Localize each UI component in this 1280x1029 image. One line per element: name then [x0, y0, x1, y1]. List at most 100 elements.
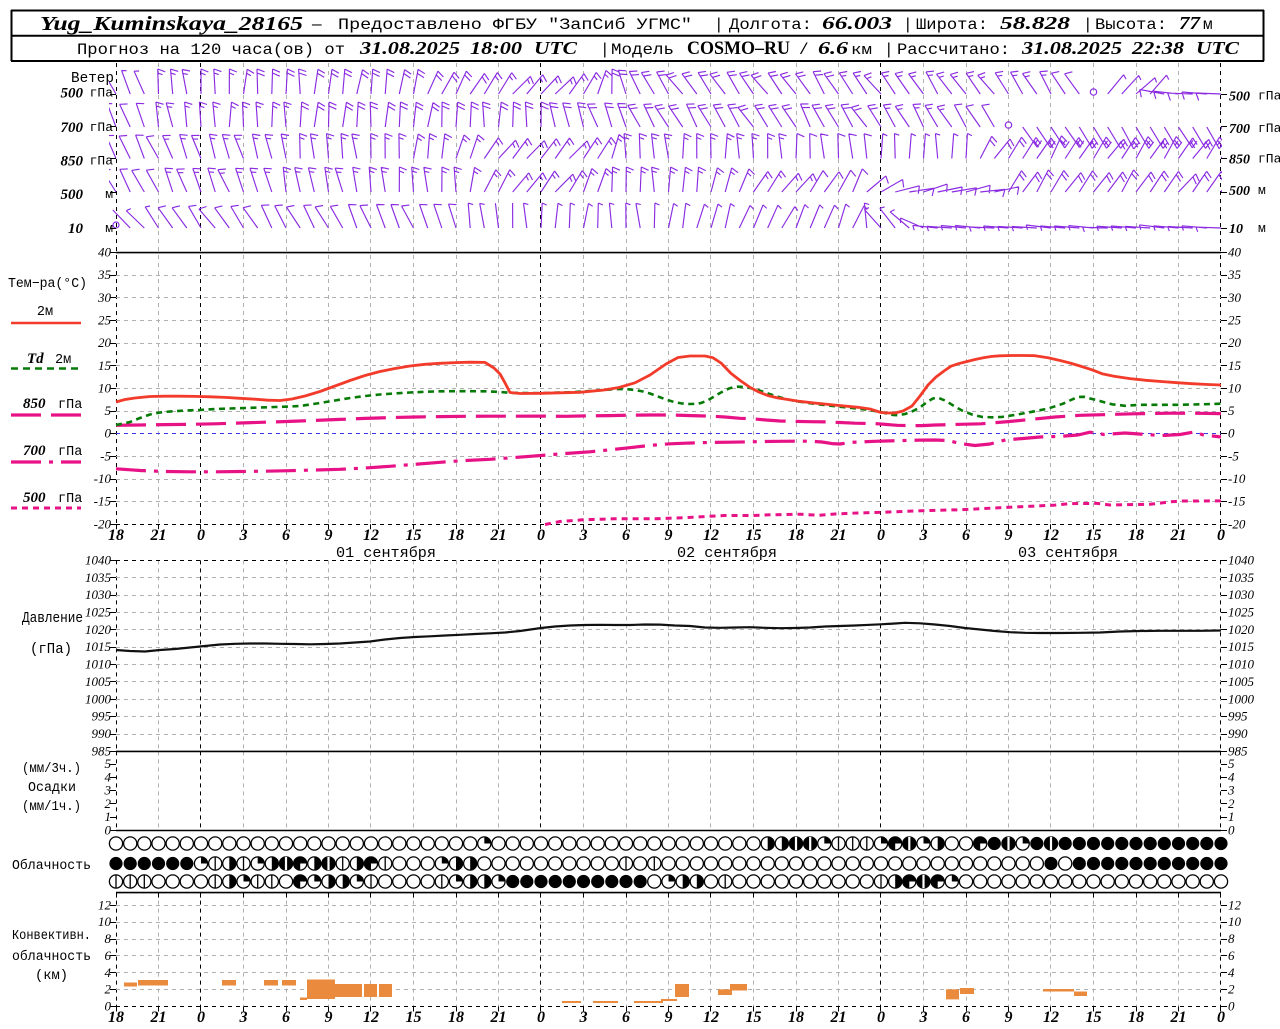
svg-text:(мм/1ч.): (мм/1ч.)	[22, 800, 81, 815]
svg-text:21: 21	[1170, 1009, 1187, 1024]
svg-text:995: 995	[1228, 709, 1248, 724]
svg-text:0: 0	[105, 426, 112, 441]
svg-text:4: 4	[105, 965, 112, 980]
svg-text:0: 0	[877, 1009, 885, 1024]
svg-text:гПа: гПа	[58, 398, 82, 413]
svg-text:5: 5	[1228, 403, 1235, 418]
svg-text:12: 12	[703, 527, 719, 544]
svg-text:22:38: 22:38	[1131, 38, 1184, 58]
svg-text:|: |	[714, 16, 724, 34]
svg-text:2м: 2м	[55, 353, 71, 368]
svg-text:1020: 1020	[1228, 622, 1255, 637]
svg-text:18: 18	[788, 1009, 804, 1024]
svg-text:гПа: гПа	[58, 492, 82, 507]
svg-text:500: 500	[1229, 184, 1250, 199]
svg-text:990: 990	[1228, 726, 1248, 741]
svg-text:1030: 1030	[85, 587, 112, 602]
svg-text:15: 15	[746, 527, 762, 544]
svg-text:(мм/3ч.): (мм/3ч.)	[22, 762, 81, 777]
svg-text:Конвективн.: Конвективн.	[12, 929, 91, 944]
svg-text:58.828: 58.828	[1000, 13, 1070, 33]
svg-text:15: 15	[406, 527, 422, 544]
svg-text:1005: 1005	[1228, 674, 1255, 689]
svg-text:2: 2	[1228, 796, 1235, 811]
svg-text:500: 500	[61, 187, 84, 203]
svg-text:25: 25	[1228, 313, 1242, 328]
svg-text:30: 30	[1227, 290, 1242, 305]
svg-text:700: 700	[1229, 122, 1250, 137]
svg-text:985: 985	[1228, 743, 1248, 758]
svg-text:5: 5	[1228, 756, 1235, 771]
svg-text:18: 18	[788, 527, 804, 544]
svg-text:UTC: UTC	[1196, 38, 1240, 58]
svg-text:1015: 1015	[1228, 639, 1255, 654]
svg-text:9: 9	[1005, 527, 1013, 544]
svg-text:Рассчитано:: Рассчитано:	[897, 41, 1010, 59]
svg-text:гПа: гПа	[1258, 121, 1280, 136]
svg-text:гПа: гПа	[1258, 89, 1280, 104]
svg-text:|: |	[903, 16, 913, 34]
svg-text:6.6: 6.6	[818, 38, 848, 58]
svg-text:-20: -20	[1228, 516, 1246, 531]
svg-text:10: 10	[1228, 380, 1242, 395]
svg-text:35: 35	[97, 267, 112, 282]
svg-text:9: 9	[325, 527, 333, 544]
svg-text:1025: 1025	[1228, 605, 1255, 620]
svg-text:-10: -10	[94, 471, 112, 486]
svg-text:03 сентября: 03 сентября	[1018, 545, 1118, 562]
svg-text:18: 18	[448, 527, 464, 544]
svg-text:8: 8	[105, 931, 112, 946]
svg-text:1: 1	[105, 809, 112, 824]
svg-text:Предоставлено ФГБУ "ЗапСиб УГМ: Предоставлено ФГБУ "ЗапСиб УГМС"	[338, 16, 692, 34]
svg-text:18: 18	[1128, 1009, 1144, 1024]
svg-text:0: 0	[537, 1009, 545, 1024]
svg-text:21: 21	[830, 527, 847, 544]
svg-text:0: 0	[1228, 823, 1235, 838]
svg-text:-5: -5	[1228, 448, 1239, 463]
svg-text:2: 2	[105, 796, 112, 811]
svg-text:3: 3	[579, 527, 588, 544]
svg-text:985: 985	[92, 743, 112, 758]
svg-text:-10: -10	[1228, 471, 1246, 486]
svg-text:-15: -15	[94, 494, 112, 509]
svg-text:-15: -15	[1228, 494, 1246, 509]
svg-text:м: м	[105, 221, 113, 236]
svg-text:гПа: гПа	[58, 445, 82, 460]
svg-text:Модель: Модель	[611, 41, 674, 59]
svg-text:15: 15	[98, 358, 112, 373]
svg-text:31.08.2025: 31.08.2025	[359, 38, 460, 58]
svg-text:21: 21	[1170, 527, 1187, 544]
svg-text:Yug_Kuminskaya_28165: Yug_Kuminskaya_28165	[40, 13, 303, 35]
svg-text:UTC: UTC	[534, 38, 578, 58]
svg-text:м: м	[1203, 16, 1213, 34]
svg-text:гПа: гПа	[1258, 152, 1280, 167]
svg-text:77: 77	[1179, 13, 1201, 33]
svg-text:12: 12	[1228, 897, 1242, 912]
svg-text:12: 12	[703, 1009, 719, 1024]
svg-text:Долгота:: Долгота:	[729, 16, 812, 34]
svg-text:Тем−ра(°C): Тем−ра(°C)	[8, 277, 87, 292]
svg-text:/: /	[799, 41, 809, 59]
svg-text:9: 9	[1005, 1009, 1013, 1024]
svg-text:12: 12	[363, 527, 379, 544]
svg-text:Облачность: Облачность	[12, 859, 91, 874]
svg-text:0: 0	[197, 527, 205, 544]
svg-text:|: |	[1083, 16, 1093, 34]
svg-text:5: 5	[105, 756, 112, 771]
svg-text:10: 10	[1228, 914, 1242, 929]
svg-text:9: 9	[665, 1009, 673, 1024]
svg-text:(км): (км)	[35, 969, 68, 984]
svg-text:1000: 1000	[1228, 691, 1255, 706]
svg-text:700: 700	[23, 443, 46, 459]
svg-text:3: 3	[239, 1009, 248, 1024]
svg-text:500: 500	[23, 490, 46, 506]
svg-text:02 сентября: 02 сентября	[677, 545, 777, 562]
svg-text:31.08.2025: 31.08.2025	[1021, 38, 1122, 58]
svg-text:12: 12	[363, 1009, 379, 1024]
svg-text:1030: 1030	[1228, 587, 1255, 602]
svg-text:облачность: облачность	[12, 950, 91, 965]
svg-text:0: 0	[877, 527, 885, 544]
svg-text:0: 0	[1217, 1009, 1225, 1024]
svg-text:м: м	[1258, 183, 1266, 198]
svg-text:21: 21	[150, 1009, 167, 1024]
